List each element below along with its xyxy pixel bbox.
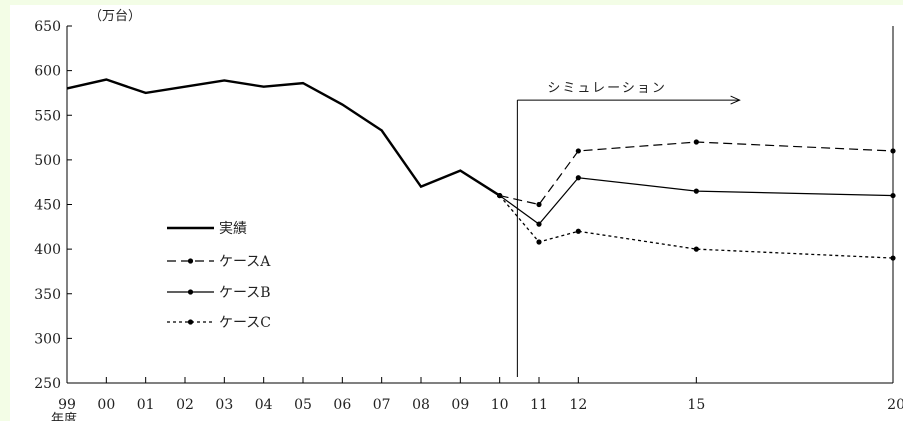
y-tick-label: 450: [34, 198, 61, 214]
series-line-1: [66, 78, 501, 197]
y-tick-label: 400: [34, 242, 61, 258]
data-point: [536, 239, 542, 245]
series-line-2: [499, 141, 894, 206]
chart-frame: 250 300 350 400 450 500 550 600 650 99 00 01 02 03 04 0…: [10, 5, 903, 421]
data-point: [575, 175, 581, 181]
data-point: [575, 228, 581, 234]
x-tick-label: 09: [451, 397, 469, 413]
legend-marker: [187, 289, 194, 295]
x-tick-label: 15: [687, 397, 705, 413]
y-tick-label: 600: [34, 64, 61, 80]
x-tick-label: 04: [255, 397, 273, 413]
simulation-annotation: シミュレーション: [516, 81, 741, 377]
simulation-arrowhead: [730, 95, 741, 105]
legend-label: ケースB: [219, 285, 271, 301]
x-tick-label: 02: [176, 397, 194, 413]
series-group: [66, 78, 896, 261]
legend-label: ケースC: [219, 315, 271, 331]
data-point: [693, 139, 699, 145]
x-tick-label: 06: [333, 397, 351, 413]
series-line-3: [499, 177, 894, 225]
y-tick-label: 250: [34, 376, 61, 392]
legend-label: ケースA: [219, 254, 271, 270]
x-axis-label: 年度: [51, 411, 77, 421]
x-tick-label: 11: [530, 397, 548, 413]
legend-label: 実績: [219, 221, 247, 237]
data-point: [890, 255, 896, 261]
x-tick-label: 01: [137, 397, 155, 413]
y-tick-label: 650: [34, 19, 61, 35]
y-unit-label: （万台）: [89, 9, 141, 24]
data-point: [536, 221, 542, 227]
data-point: [693, 188, 699, 194]
simulation-label: シミュレーション: [547, 81, 666, 96]
x-tick-label: 00: [97, 397, 115, 413]
y-tick-label: 300: [34, 331, 61, 347]
x-tick-label: 12: [569, 397, 587, 413]
data-point: [497, 192, 503, 199]
x-tick-label: 08: [412, 397, 430, 413]
data-point: [575, 148, 581, 154]
data-point: [890, 148, 896, 154]
line-chart: 250 300 350 400 450 500 550 600 650 99 00 01 02 03 04 0…: [34, 9, 903, 421]
y-tick-label: 350: [34, 287, 61, 303]
legend-marker: [187, 319, 194, 325]
data-point: [890, 192, 896, 199]
axes: 250 300 350 400 450 500 550 600 650 99 00 01 02 03 04 0…: [34, 9, 903, 421]
x-tick-label: 10: [491, 397, 509, 413]
legend-marker: [187, 258, 194, 264]
x-tick-label: 03: [215, 397, 233, 413]
data-point: [693, 246, 699, 252]
x-tick-label: 07: [373, 397, 391, 413]
x-tick-label: 99: [58, 397, 76, 413]
data-point: [536, 201, 542, 208]
y-tick-label: 500: [34, 153, 61, 169]
y-tick-label: 550: [34, 108, 61, 124]
x-tick-label: 20: [887, 397, 903, 413]
x-tick-label: 05: [294, 397, 312, 413]
